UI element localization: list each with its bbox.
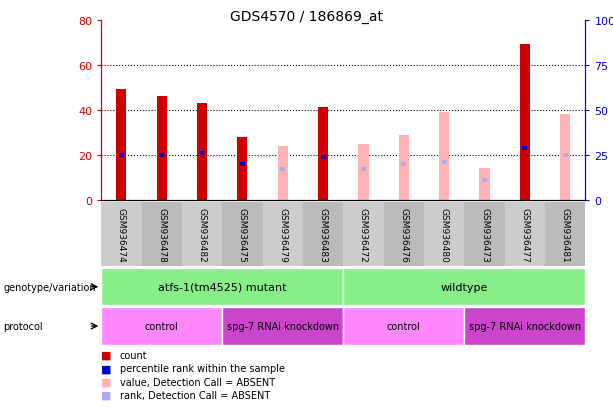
Bar [303,202,343,266]
Text: percentile rank within the sample: percentile rank within the sample [120,363,284,373]
Text: GSM936473: GSM936473 [480,207,489,262]
Bar [504,202,545,266]
Text: ■: ■ [101,350,112,360]
Text: GSM936472: GSM936472 [359,207,368,262]
Bar [563,153,568,157]
Bar [482,178,487,183]
Bar [522,146,527,150]
Text: GSM936482: GSM936482 [197,207,207,262]
Bar [101,268,343,306]
Bar [116,90,126,200]
Text: count: count [120,350,147,360]
Bar [262,202,303,266]
Bar [479,169,490,200]
Bar [560,115,570,200]
Bar [465,308,585,345]
Bar [200,152,205,156]
Bar [237,138,248,200]
Text: atfs-1(tm4525) mutant: atfs-1(tm4525) mutant [158,282,286,292]
Bar [343,308,465,345]
Text: GSM936481: GSM936481 [561,207,569,262]
Text: GDS4570 / 186869_at: GDS4570 / 186869_at [230,10,383,24]
Text: GSM936474: GSM936474 [117,207,126,262]
Bar [343,202,384,266]
Bar [223,308,343,345]
Bar [359,144,368,200]
Text: GSM936483: GSM936483 [319,207,327,262]
Bar [545,202,585,266]
Bar [278,147,287,200]
Text: genotype/variation: genotype/variation [3,282,96,292]
Bar [520,45,530,200]
Text: control: control [387,321,421,331]
Text: control: control [145,321,178,331]
Bar [142,202,182,266]
Text: wildtype: wildtype [441,282,488,292]
Text: value, Detection Call = ABSENT: value, Detection Call = ABSENT [120,377,275,387]
Bar [157,97,167,200]
Bar [399,135,409,200]
Text: GSM936478: GSM936478 [157,207,166,262]
Bar [101,308,223,345]
Text: rank, Detection Call = ABSENT: rank, Detection Call = ABSENT [120,390,270,400]
Text: protocol: protocol [3,321,43,331]
Bar [159,153,164,157]
Bar [318,108,328,200]
Text: GSM936477: GSM936477 [520,207,530,262]
Bar [197,104,207,200]
Text: ■: ■ [101,390,112,400]
Bar [442,161,447,165]
Text: GSM936479: GSM936479 [278,207,287,262]
Bar [439,113,449,200]
Bar [402,162,406,166]
Bar [321,155,326,159]
Text: GSM936476: GSM936476 [399,207,408,262]
Bar [343,268,585,306]
Bar [280,168,285,172]
Bar [119,153,124,157]
Bar [222,202,262,266]
Bar [101,202,142,266]
Text: GSM936480: GSM936480 [440,207,449,262]
Text: ■: ■ [101,363,112,373]
Text: spg-7 RNAi knockdown: spg-7 RNAi knockdown [227,321,339,331]
Bar [384,202,424,266]
Bar [465,202,504,266]
Text: spg-7 RNAi knockdown: spg-7 RNAi knockdown [469,321,581,331]
Bar [240,162,245,166]
Bar [424,202,465,266]
Text: ■: ■ [101,377,112,387]
Text: GSM936475: GSM936475 [238,207,247,262]
Bar [182,202,223,266]
Bar [361,168,366,172]
